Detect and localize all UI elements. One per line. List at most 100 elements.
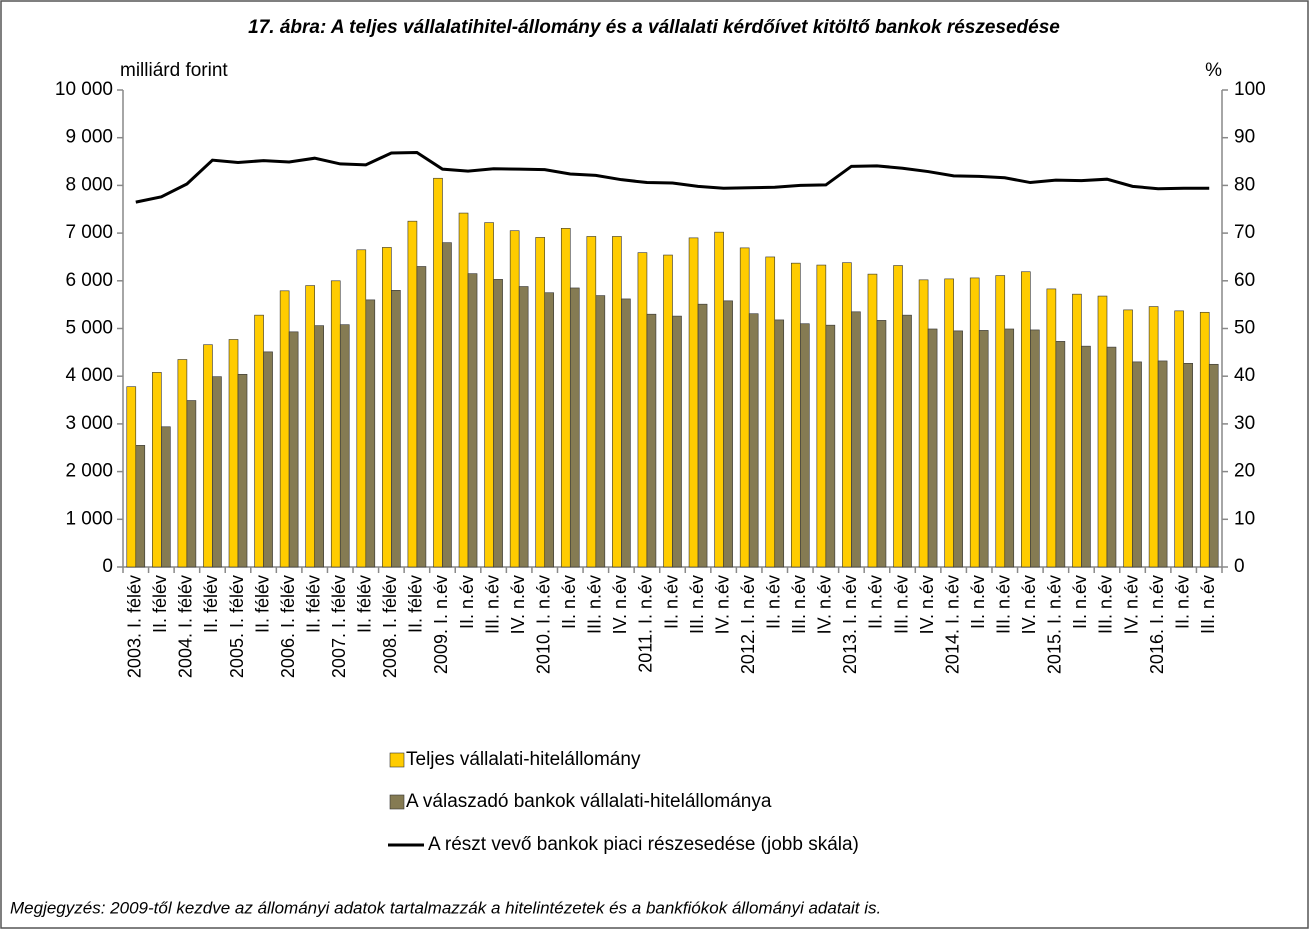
bar xyxy=(1174,310,1184,568)
bar xyxy=(509,230,520,568)
bar xyxy=(902,314,912,568)
bar xyxy=(1183,363,1193,568)
y2-tick-label: 40 xyxy=(1234,365,1255,386)
bar xyxy=(688,237,699,568)
y2-tick-label: 30 xyxy=(1234,413,1255,434)
x-tick-label: IV. n.év xyxy=(1019,575,1039,634)
bar xyxy=(612,236,622,568)
x-tick-label: II. félév xyxy=(201,575,221,633)
y2-tick-label: 20 xyxy=(1234,461,1255,482)
bar xyxy=(918,279,929,568)
bar xyxy=(1199,311,1210,568)
x-tick-label: IV. n.év xyxy=(815,575,835,634)
bar xyxy=(790,262,801,568)
bar xyxy=(535,237,546,568)
bar xyxy=(978,330,989,568)
bar xyxy=(697,303,708,568)
y-tick-label: 4 000 xyxy=(65,365,113,386)
bar xyxy=(1097,295,1108,568)
x-tick-label: III. n.év xyxy=(994,575,1014,634)
bar xyxy=(774,319,785,568)
bar xyxy=(621,298,631,568)
bar xyxy=(135,445,146,568)
bar xyxy=(1106,346,1117,568)
bar xyxy=(944,278,954,568)
bar xyxy=(1021,271,1031,568)
bar xyxy=(560,228,571,568)
bar xyxy=(1157,360,1168,568)
bar xyxy=(893,265,903,568)
bar xyxy=(672,315,682,568)
x-tick-label: 2008. I. félév xyxy=(380,575,400,678)
y-tick-label: 8 000 xyxy=(65,174,113,195)
x-tick-label: II. félév xyxy=(303,575,323,633)
y2-tick-label: 100 xyxy=(1234,79,1266,100)
x-tick-label: III. n.év xyxy=(1096,575,1116,634)
legend-swatch xyxy=(389,752,405,768)
bar xyxy=(765,256,776,568)
y2-tick-label: 0 xyxy=(1234,556,1245,577)
legend-label: A válaszadó bankok vállalati-hitelállomá… xyxy=(406,791,772,812)
bar xyxy=(484,222,494,568)
y-axis-label: milliárd forint xyxy=(120,60,228,81)
bar xyxy=(186,400,197,568)
chart-title: 17. ábra: A teljes vállalatihitel-állomá… xyxy=(248,17,1060,38)
bar xyxy=(739,247,750,568)
bar xyxy=(407,220,418,568)
y-tick-label: 10 000 xyxy=(55,79,113,100)
x-tick-label: 2007. I. félév xyxy=(329,575,349,678)
bar xyxy=(851,311,861,568)
x-tick-label: 2011. I. n.év xyxy=(636,575,656,673)
bar xyxy=(1046,288,1057,568)
y-tick-label: 6 000 xyxy=(65,270,113,291)
x-tick-label: II. félév xyxy=(406,575,426,633)
bar xyxy=(842,262,852,568)
y2-tick-label: 10 xyxy=(1234,508,1255,529)
bar xyxy=(212,376,222,568)
y2-tick-label: 80 xyxy=(1234,174,1255,195)
x-tick-label: IV. n.év xyxy=(610,575,630,634)
x-tick-label: 2006. I. félév xyxy=(278,575,298,678)
x-tick-label: III. n.év xyxy=(482,575,502,634)
bar xyxy=(1030,329,1040,568)
bar xyxy=(876,320,887,568)
bar xyxy=(1132,361,1142,568)
y2-tick-label: 50 xyxy=(1234,318,1255,339)
x-tick-label: III. n.év xyxy=(891,575,911,634)
bar xyxy=(493,279,503,568)
bar xyxy=(467,273,478,568)
x-tick-label: II. félév xyxy=(355,575,375,633)
bar xyxy=(356,249,367,568)
bar xyxy=(1055,341,1066,568)
y-tick-label: 5 000 xyxy=(65,318,113,339)
x-tick-label: IV. n.év xyxy=(508,575,528,634)
x-tick-label: II. n.év xyxy=(661,575,681,629)
line xyxy=(135,150,1210,204)
y2-axis-label: % xyxy=(1205,60,1222,81)
bar xyxy=(339,324,350,568)
x-tick-label: II. félév xyxy=(252,575,272,633)
bar xyxy=(382,247,392,568)
legend-swatch xyxy=(389,794,405,810)
bar xyxy=(416,266,427,568)
x-tick-label: IV. n.év xyxy=(1121,575,1141,634)
x-tick-label: 2010. I. n.év xyxy=(533,575,553,674)
y-tick-label: 7 000 xyxy=(65,222,113,243)
bar xyxy=(1208,363,1219,568)
bar xyxy=(126,386,137,568)
bar xyxy=(391,290,401,568)
legend-label: A részt vevő bankok piaci részesedése (j… xyxy=(428,834,859,855)
x-tick-label: IV. n.év xyxy=(917,575,937,634)
bar xyxy=(1004,328,1015,568)
x-tick-label: 2009. I. n.év xyxy=(431,575,451,674)
bar xyxy=(228,339,239,568)
bar xyxy=(995,275,1006,568)
x-tick-label: III. n.év xyxy=(789,575,809,634)
x-tick-label: IV. n.év xyxy=(712,575,732,634)
x-tick-label: III. n.év xyxy=(585,575,605,634)
bar xyxy=(867,273,878,568)
x-tick-label: II. n.év xyxy=(763,575,783,629)
bar xyxy=(569,287,580,568)
x-tick-label: III. n.év xyxy=(687,575,707,634)
bar xyxy=(237,373,248,568)
